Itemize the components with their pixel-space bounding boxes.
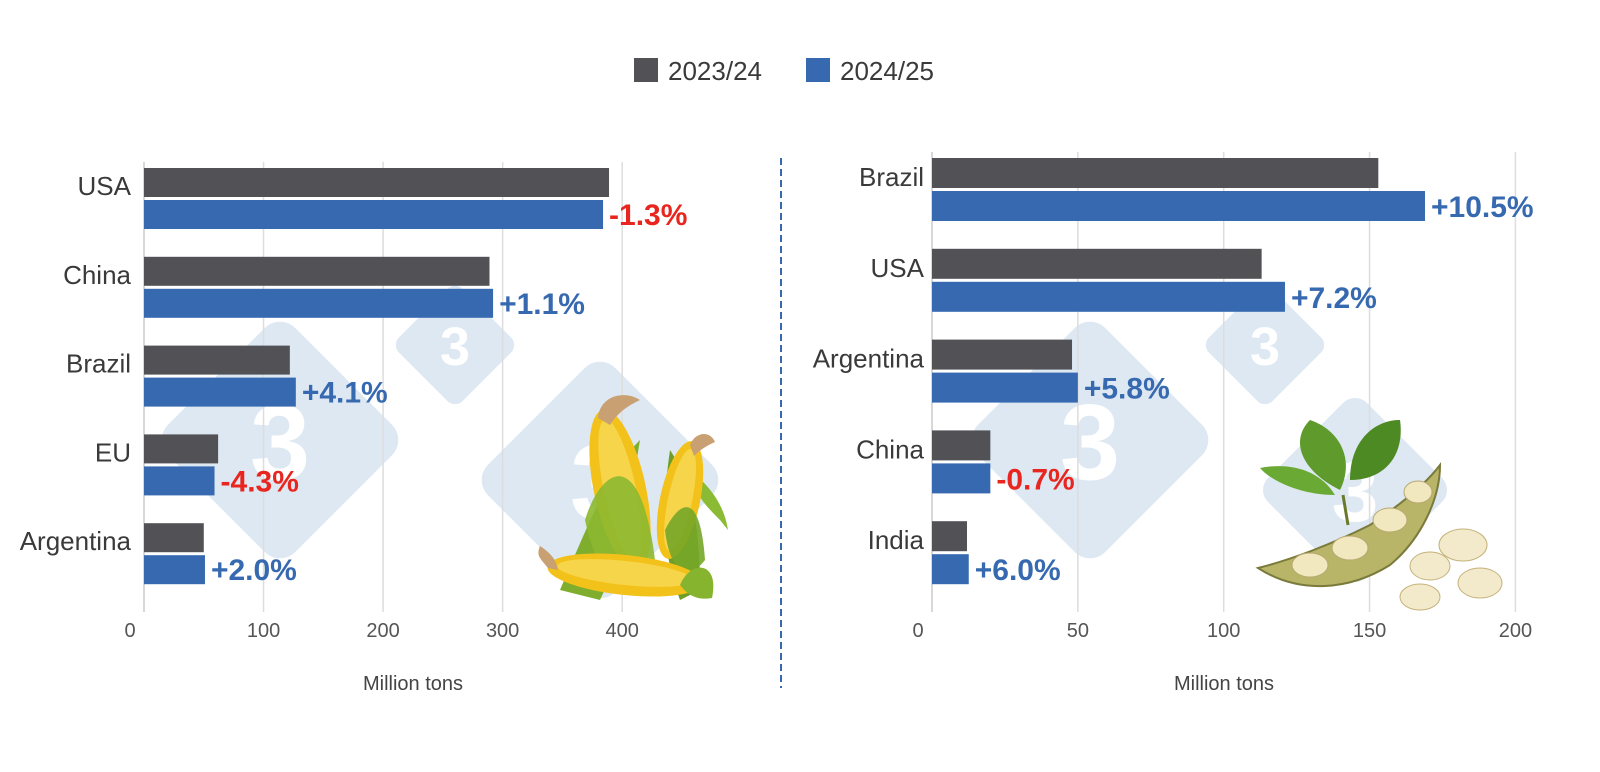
change-label: +6.0%: [975, 554, 1061, 587]
legend-label-2023-24: 2023/24: [668, 56, 762, 86]
bar-argentina-2023-24: [144, 523, 204, 553]
x-tick-label: 100: [247, 620, 280, 642]
legend-swatch-2023-24: [634, 58, 658, 82]
change-label: -1.3%: [609, 199, 687, 232]
bar-argentina-2024-25: [932, 372, 1078, 403]
category-label: USA: [871, 253, 925, 283]
legend: 2023/24 2024/25: [634, 56, 934, 86]
bar-india-2024-25: [932, 554, 969, 585]
bar-eu-2024-25: [144, 466, 215, 496]
soybean-chart-change-labels: +10.5% +7.2% +5.8% -0.7% +6.0%: [975, 191, 1534, 587]
watermark-digit: 3: [1250, 317, 1280, 377]
category-label: EU: [95, 437, 131, 467]
corn-chart-tick-labels: 0 100 200 300 400: [124, 620, 638, 642]
bar-brazil-2024-25: [932, 191, 1425, 221]
bar-eu-2023-24: [144, 434, 219, 464]
bar-china-2023-24: [144, 256, 490, 286]
change-label: -0.7%: [996, 463, 1074, 496]
soybean-chart-category-labels: Brazil USA Argentina China India: [813, 162, 925, 555]
x-tick-label: 0: [912, 620, 923, 642]
change-label: +4.1%: [302, 377, 388, 410]
change-label: +2.0%: [211, 554, 297, 587]
bar-china-2024-25: [144, 288, 494, 318]
legend-swatch-2024-25: [806, 58, 830, 82]
legend-label-2024-25: 2024/25: [840, 56, 934, 86]
corn-chart-bars: [144, 168, 610, 585]
bar-usa-2023-24: [144, 168, 610, 197]
watermark-logos: 333333: [161, 285, 1448, 599]
change-label: +1.1%: [499, 288, 585, 321]
bar-usa-2023-24: [932, 248, 1262, 279]
corn-chart-category-labels: USA China Brazil EU Argentina: [20, 171, 132, 556]
x-tick-label: 200: [1499, 620, 1532, 642]
corn-cobs-illustration: [538, 395, 728, 600]
bar-china-2024-25: [932, 463, 991, 494]
x-tick-label: 100: [1207, 620, 1240, 642]
soybean-pods-illustration: [1255, 420, 1503, 611]
bar-india-2023-24: [932, 521, 968, 552]
bar-china-2023-24: [932, 430, 991, 461]
bar-usa-2024-25: [932, 281, 1285, 312]
category-label: China: [856, 434, 924, 464]
bar-brazil-2024-25: [144, 377, 296, 407]
bar-argentina-2024-25: [144, 555, 205, 585]
change-label: +5.8%: [1084, 373, 1170, 406]
change-label: +10.5%: [1431, 191, 1534, 224]
corn-chart-x-axis-title: Million tons: [363, 673, 463, 695]
change-label: +7.2%: [1291, 282, 1377, 315]
corn-chart-change-labels: -1.3% +1.1% +4.1% -4.3% +2.0%: [211, 199, 687, 587]
bar-usa-2024-25: [144, 200, 604, 229]
category-label: India: [868, 525, 925, 555]
category-label: China: [63, 260, 131, 290]
watermark-diamond: [1205, 285, 1325, 405]
x-tick-label: 0: [124, 620, 135, 642]
category-label: Brazil: [859, 162, 924, 192]
x-tick-label: 200: [366, 620, 399, 642]
category-label: Argentina: [20, 526, 132, 556]
x-tick-label: 50: [1067, 620, 1089, 642]
change-label: -4.3%: [221, 465, 299, 498]
category-label: Brazil: [66, 349, 131, 379]
category-label: Argentina: [813, 344, 925, 374]
bar-argentina-2023-24: [932, 339, 1073, 370]
soybean-chart-panel: Brazil USA Argentina China India 0 50 100 150 20…: [813, 152, 1534, 695]
bar-brazil-2023-24: [932, 158, 1379, 188]
bar-brazil-2023-24: [144, 345, 290, 375]
x-tick-label: 300: [486, 620, 519, 642]
x-tick-label: 400: [605, 620, 638, 642]
watermark-digit: 3: [440, 317, 470, 377]
x-tick-label: 150: [1353, 620, 1386, 642]
category-label: USA: [78, 171, 132, 201]
soybean-chart-tick-labels: 0 50 100 150 200: [912, 620, 1532, 642]
soybean-chart-x-axis-title: Million tons: [1174, 673, 1274, 695]
soybean-chart-bars: [932, 158, 1425, 585]
